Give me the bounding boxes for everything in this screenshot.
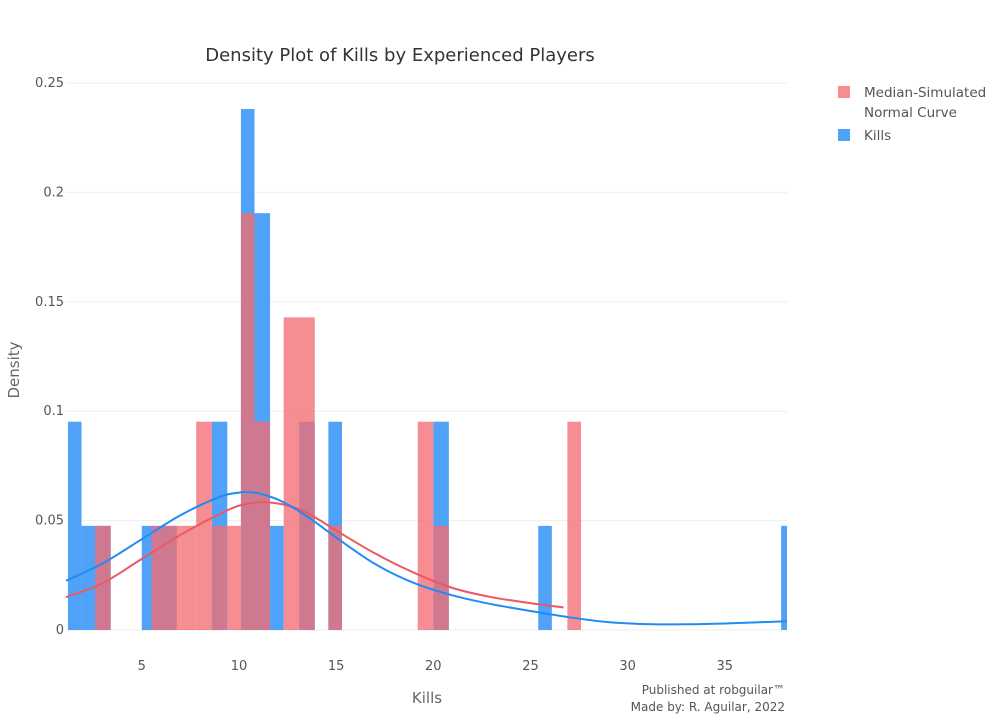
normal-curve-bar	[227, 525, 241, 630]
normal-curve-bar	[240, 213, 255, 630]
bars-layer	[67, 109, 787, 631]
normal-curve-bar	[95, 525, 111, 630]
normal-curve-bar	[180, 525, 197, 630]
x-tick-label: 30	[619, 659, 636, 674]
legend-label: Kills	[864, 128, 891, 144]
y-tick-label: 0.1	[43, 404, 64, 419]
x-tick-label: 25	[522, 659, 539, 674]
x-tick-label: 15	[328, 659, 345, 674]
normal-curve-bar	[211, 525, 228, 630]
credits: Published at robguilar™ Made by: R. Aguil…	[631, 683, 785, 714]
legend-label: Median-Simulated	[864, 85, 986, 101]
normal-curve-bar	[433, 525, 449, 630]
y-axis-label: Density	[5, 341, 23, 398]
normal-curve-bar	[196, 421, 212, 630]
y-tick-label: 0.15	[35, 295, 64, 310]
normal-curve-bar	[283, 317, 315, 630]
legend-swatch	[838, 86, 850, 98]
kills-bar	[67, 421, 82, 630]
kills-bar	[781, 525, 787, 630]
credit-line: Published at robguilar™	[642, 683, 785, 697]
kills-bar	[270, 525, 284, 630]
x-tick-label: 20	[425, 659, 442, 674]
legend-label: Normal Curve	[864, 105, 957, 121]
normal-curve-bar	[328, 525, 342, 630]
x-tick-label: 10	[231, 659, 248, 674]
normal-curve-bar	[165, 525, 181, 630]
normal-curve-bar	[567, 421, 581, 630]
x-axis-label: Kills	[412, 689, 442, 707]
y-tick-label: 0.05	[35, 514, 64, 529]
y-tick-label: 0	[56, 623, 64, 638]
normal-curve-bar	[417, 421, 434, 630]
grid-layer	[66, 82, 787, 631]
credit-line: Made by: R. Aguilar, 2022	[631, 700, 785, 714]
normal-curve-bar	[151, 525, 166, 630]
x-tick-label: 35	[717, 659, 734, 674]
normal-curve-line	[65, 501, 564, 609]
y-tick-label: 0.2	[43, 185, 64, 200]
chart-title: Density Plot of Kills by Experienced Pla…	[205, 45, 595, 66]
curves-layer	[65, 491, 788, 626]
legend-swatch	[838, 129, 850, 141]
kills-density-line	[65, 491, 788, 626]
y-tick-label: 0.25	[35, 76, 64, 91]
ticks-layer: 0 0.05 0.1 0.15 0.2 0.25 5 10 15 20 25 30 35	[35, 76, 733, 674]
x-tick-label: 5	[138, 659, 146, 674]
normal-curve-bar	[254, 421, 271, 630]
legend: Median-Simulated Normal Curve Kills	[838, 85, 986, 144]
